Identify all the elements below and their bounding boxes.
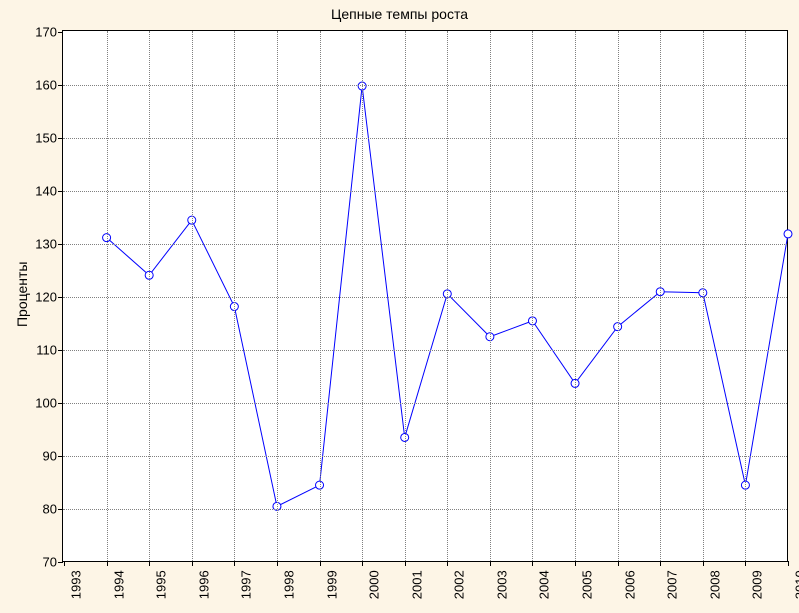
y-tick-label: 140 bbox=[35, 184, 63, 199]
x-tick-label: 1994 bbox=[111, 570, 126, 599]
y-tick-label: 80 bbox=[43, 502, 63, 517]
x-tick-label: 2004 bbox=[537, 570, 552, 599]
data-point bbox=[784, 230, 792, 238]
gridline-v bbox=[192, 31, 193, 561]
gridline-v bbox=[405, 31, 406, 561]
gridline-h bbox=[63, 85, 787, 86]
gridline-v bbox=[532, 31, 533, 561]
gridline-v bbox=[703, 31, 704, 561]
gridline-v bbox=[618, 31, 619, 561]
tickmark-x bbox=[362, 561, 363, 566]
x-tick-label: 2000 bbox=[367, 570, 382, 599]
tickmark-x bbox=[703, 561, 704, 566]
y-tick-label: 90 bbox=[43, 449, 63, 464]
x-tick-label: 2001 bbox=[409, 570, 424, 599]
tickmark-x bbox=[575, 561, 576, 566]
gridline-h bbox=[63, 509, 787, 510]
y-tick-label: 110 bbox=[36, 343, 63, 358]
y-tick-label: 130 bbox=[35, 237, 63, 252]
gridline-h bbox=[63, 456, 787, 457]
gridline-h bbox=[63, 297, 787, 298]
gridline-v bbox=[575, 31, 576, 561]
tickmark-x bbox=[532, 561, 533, 566]
y-tick-label: 70 bbox=[43, 555, 63, 570]
tickmark-x bbox=[490, 561, 491, 566]
y-tick-label: 100 bbox=[35, 396, 63, 411]
y-tick-label: 150 bbox=[35, 131, 63, 146]
gridline-h bbox=[63, 138, 787, 139]
y-tick-label: 160 bbox=[35, 78, 63, 93]
x-tick-label: 1995 bbox=[154, 570, 169, 599]
y-tick-label: 120 bbox=[35, 290, 63, 305]
x-tick-label: 1993 bbox=[69, 570, 84, 599]
gridline-h bbox=[63, 244, 787, 245]
x-tick-label: 2006 bbox=[622, 570, 637, 599]
tickmark-x bbox=[618, 561, 619, 566]
tickmark-x bbox=[192, 561, 193, 566]
x-tick-label: 2002 bbox=[452, 570, 467, 599]
gridline-v bbox=[660, 31, 661, 561]
x-tick-label: 2003 bbox=[494, 570, 509, 599]
gridline-v bbox=[490, 31, 491, 561]
y-axis-label: Проценты bbox=[14, 261, 30, 327]
x-tick-label: 1996 bbox=[196, 570, 211, 599]
x-tick-label: 2007 bbox=[665, 570, 680, 599]
x-tick-label: 2010 bbox=[793, 570, 799, 599]
gridline-h bbox=[63, 403, 787, 404]
x-tick-label: 2009 bbox=[750, 570, 765, 599]
y-tick-label: 170 bbox=[35, 25, 63, 40]
chart-title: Цепные темпы роста bbox=[0, 6, 799, 22]
tickmark-x bbox=[405, 561, 406, 566]
tickmark-x bbox=[149, 561, 150, 566]
tickmark-x bbox=[660, 561, 661, 566]
gridline-v bbox=[277, 31, 278, 561]
gridline-v bbox=[149, 31, 150, 561]
gridline-v bbox=[234, 31, 235, 561]
plot-area: 7080901001101201301401501601701993199419… bbox=[62, 30, 788, 562]
chart-frame: Цепные темпы роста Проценты 708090100110… bbox=[0, 0, 799, 613]
tickmark-x bbox=[64, 561, 65, 566]
tickmark-x bbox=[745, 561, 746, 566]
x-tick-label: 1997 bbox=[239, 570, 254, 599]
tickmark-x bbox=[107, 561, 108, 566]
gridline-v bbox=[320, 31, 321, 561]
gridline-v bbox=[745, 31, 746, 561]
tickmark-x bbox=[277, 561, 278, 566]
tickmark-x bbox=[234, 561, 235, 566]
gridline-v bbox=[447, 31, 448, 561]
x-tick-label: 2005 bbox=[580, 570, 595, 599]
gridline-v bbox=[362, 31, 363, 561]
x-tick-label: 1998 bbox=[281, 570, 296, 599]
gridline-h bbox=[63, 191, 787, 192]
x-tick-label: 1999 bbox=[324, 570, 339, 599]
tickmark-x bbox=[788, 561, 789, 566]
tickmark-x bbox=[447, 561, 448, 566]
gridline-v bbox=[107, 31, 108, 561]
x-tick-label: 2008 bbox=[707, 570, 722, 599]
gridline-h bbox=[63, 350, 787, 351]
tickmark-x bbox=[320, 561, 321, 566]
